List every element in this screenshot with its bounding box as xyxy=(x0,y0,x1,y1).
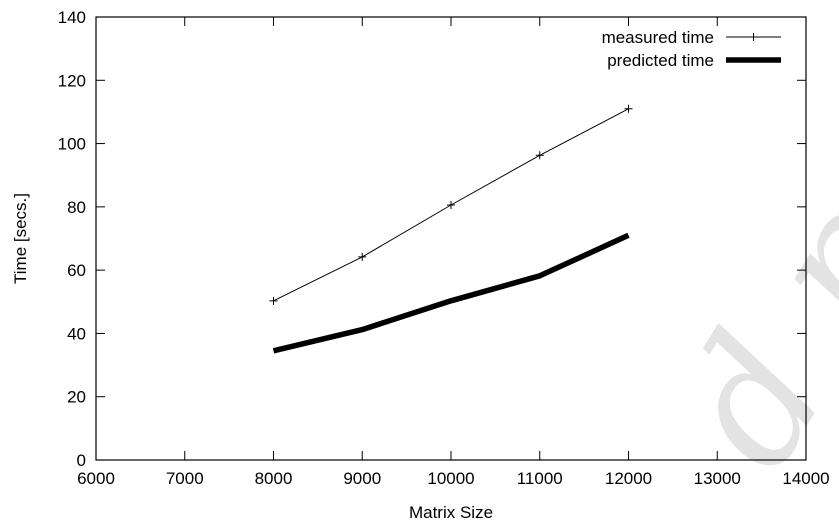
y-tick-label: 120 xyxy=(58,71,86,90)
data-point xyxy=(624,104,633,113)
data-point xyxy=(447,200,455,209)
x-axis-label: Matrix Size xyxy=(409,503,493,522)
legend-item: predicted time xyxy=(607,51,781,70)
x-tick-label: 13000 xyxy=(694,469,741,488)
legend-item: measured time xyxy=(602,28,781,47)
legend-marker xyxy=(749,33,758,41)
y-tick-label: 20 xyxy=(67,388,86,407)
y-tick-label: 40 xyxy=(67,324,86,343)
x-tick-label: 12000 xyxy=(605,469,652,488)
x-tick-label: 8000 xyxy=(255,469,293,488)
y-tick-label: 60 xyxy=(67,261,86,280)
data-point xyxy=(358,252,367,261)
x-tick-label: 14000 xyxy=(782,469,829,488)
x-tick-label: 9000 xyxy=(343,469,381,488)
x-tick-label: 7000 xyxy=(166,469,204,488)
series-measured-time xyxy=(269,104,633,305)
legend-label: measured time xyxy=(602,28,714,47)
svg-text:d pro: d pro xyxy=(641,9,839,500)
legend-label: predicted time xyxy=(607,51,714,70)
watermark: d pro xyxy=(641,9,839,500)
series-predicted-time xyxy=(272,232,630,354)
y-tick-label: 80 xyxy=(67,198,86,217)
data-point xyxy=(535,151,544,160)
x-tick-label: 11000 xyxy=(517,469,563,488)
x-tick-label: 6000 xyxy=(77,469,115,488)
series-line xyxy=(272,232,630,354)
data-point xyxy=(269,296,278,305)
y-tick-label: 140 xyxy=(58,8,86,27)
x-tick-label: 10000 xyxy=(427,469,474,488)
y-tick-label: 100 xyxy=(58,135,86,154)
y-tick-label: 0 xyxy=(77,451,86,470)
y-axis-label: Time [secs.] xyxy=(11,193,30,284)
